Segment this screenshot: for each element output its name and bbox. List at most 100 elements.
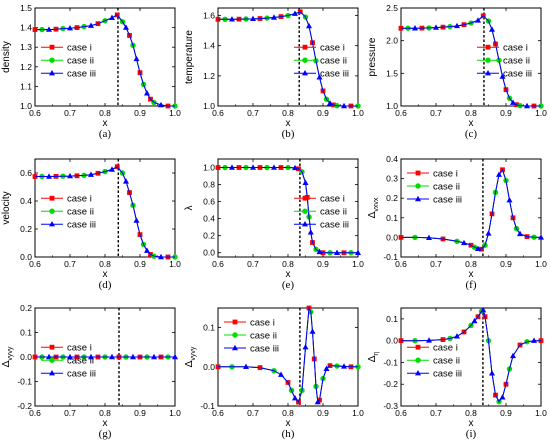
series-case-iii xyxy=(35,166,175,260)
y-tick-label: 0.8 xyxy=(203,180,215,190)
x-tick-label: 0.8 xyxy=(465,408,477,418)
legend: case i case ii case iii xyxy=(41,43,96,80)
y-tick-label: 1.5 xyxy=(386,68,398,78)
x-axis-label: x xyxy=(286,418,291,429)
data-point xyxy=(302,344,309,350)
legend-marker xyxy=(232,332,238,338)
data-point xyxy=(327,100,333,106)
x-tick-label: 0.9 xyxy=(134,259,146,269)
y-tick-label: -0.1 xyxy=(17,377,32,387)
x-tick-label: 0.7 xyxy=(64,108,76,118)
legend: case i case ii case iii xyxy=(224,318,279,355)
y-tick-label: 1.0 xyxy=(203,163,215,173)
y-axis-label: density xyxy=(1,41,12,73)
data-point xyxy=(109,166,115,172)
data-point xyxy=(485,230,492,236)
x-tick-label: 0.9 xyxy=(500,259,512,269)
panel-label: (i) xyxy=(466,428,477,440)
legend-marker xyxy=(302,208,308,214)
x-axis-label: x xyxy=(103,269,108,280)
data-point xyxy=(302,179,309,186)
x-tick-label: 0.7 xyxy=(247,108,259,118)
data-point xyxy=(510,99,516,105)
x-tick-label: 1.0 xyxy=(352,259,364,269)
x-tick-label: 0.8 xyxy=(282,259,294,269)
y-tick-label: 0.2 xyxy=(20,303,32,313)
data-point xyxy=(471,317,478,324)
chart-panel-3: 0.6 0.7 0.8 0.9 1.0 1.0 1.5 2.0 2.5 x pressure (c) c… xyxy=(367,3,547,140)
y-axis-label: Δη xyxy=(367,352,380,363)
y-tick-label: 1.6 xyxy=(203,11,215,21)
data-point xyxy=(109,353,115,360)
x-tick-label: 0.7 xyxy=(430,408,442,418)
legend-label: case ii xyxy=(320,207,347,218)
panel-label: (e) xyxy=(282,279,295,291)
legend-label: case iii xyxy=(250,344,279,355)
data-point xyxy=(278,371,284,377)
data-point xyxy=(292,394,298,401)
data-point xyxy=(531,337,537,343)
x-tick-label: 0.6 xyxy=(212,108,224,118)
x-tick-label: 1.0 xyxy=(535,408,547,418)
series-line xyxy=(218,167,358,254)
y-tick-label: 0.0 xyxy=(386,232,398,242)
x-tick-label: 0.8 xyxy=(465,108,477,118)
data-point xyxy=(144,247,150,253)
y-tick-label: -0.1 xyxy=(383,357,398,367)
x-tick-label: 0.8 xyxy=(282,108,294,118)
data-point xyxy=(46,353,52,360)
y-tick-label: -0.1 xyxy=(200,401,215,411)
legend-label: case ii xyxy=(67,207,94,218)
data-point xyxy=(172,353,178,360)
series-line xyxy=(218,11,358,107)
legend-marker xyxy=(415,183,421,189)
data-point xyxy=(88,22,94,28)
legend-label: case i xyxy=(67,343,92,354)
data-point xyxy=(499,73,506,79)
y-tick-label: 0.6 xyxy=(203,197,215,207)
legend-label: case i xyxy=(67,194,92,205)
x-tick-label: 0.8 xyxy=(465,259,477,269)
legend-label: case iii xyxy=(320,69,349,80)
y-tick-label: 2.0 xyxy=(386,36,398,46)
data-point xyxy=(316,74,323,80)
data-point xyxy=(309,328,316,334)
y-tick-label: 1.2 xyxy=(20,62,32,72)
data-point xyxy=(506,196,513,203)
chart-panel-7: 0.6 0.7 0.8 0.9 1.0 -0.2 -0.1 0.0 0.1 0.2 x Δvyvy (g… xyxy=(1,303,181,440)
y-tick-label: 0.0 xyxy=(203,248,215,258)
data-point xyxy=(123,178,129,184)
x-tick-label: 0.6 xyxy=(212,408,224,418)
y-tick-label: -0.1 xyxy=(383,252,398,262)
y-tick-label: -0.2 xyxy=(17,401,32,411)
legend-marker xyxy=(415,195,421,202)
x-axis-label: x xyxy=(469,118,474,129)
data-point xyxy=(323,365,330,371)
y-tick-label: 0.2 xyxy=(203,231,215,241)
y-tick-label: 0.0 xyxy=(20,252,32,262)
x-axis-label: x xyxy=(286,118,291,129)
data-point xyxy=(510,352,516,359)
y-tick-label: 0.1 xyxy=(386,213,398,223)
data-point xyxy=(412,25,418,31)
legend-marker xyxy=(302,44,308,50)
legend-label: case iii xyxy=(67,369,96,380)
y-tick-label: -0.3 xyxy=(383,401,398,411)
x-tick-label: 0.6 xyxy=(395,108,407,118)
x-tick-label: 1.0 xyxy=(169,408,181,418)
data-point xyxy=(426,337,432,343)
legend: case i case ii case iii xyxy=(41,194,96,231)
data-point xyxy=(229,164,235,170)
x-tick-label: 0.6 xyxy=(212,259,224,269)
x-tick-label: 0.6 xyxy=(29,408,41,418)
legend-marker xyxy=(49,195,55,201)
y-tick-label: 0.1 xyxy=(20,328,32,338)
x-tick-label: 0.8 xyxy=(99,408,111,418)
series-line xyxy=(218,306,358,404)
legend-marker xyxy=(302,221,308,227)
legend-marker xyxy=(49,221,55,227)
x-tick-label: 0.8 xyxy=(99,259,111,269)
data-point xyxy=(307,229,314,235)
y-axis-label: λ xyxy=(184,206,195,211)
x-tick-label: 0.9 xyxy=(500,408,512,418)
